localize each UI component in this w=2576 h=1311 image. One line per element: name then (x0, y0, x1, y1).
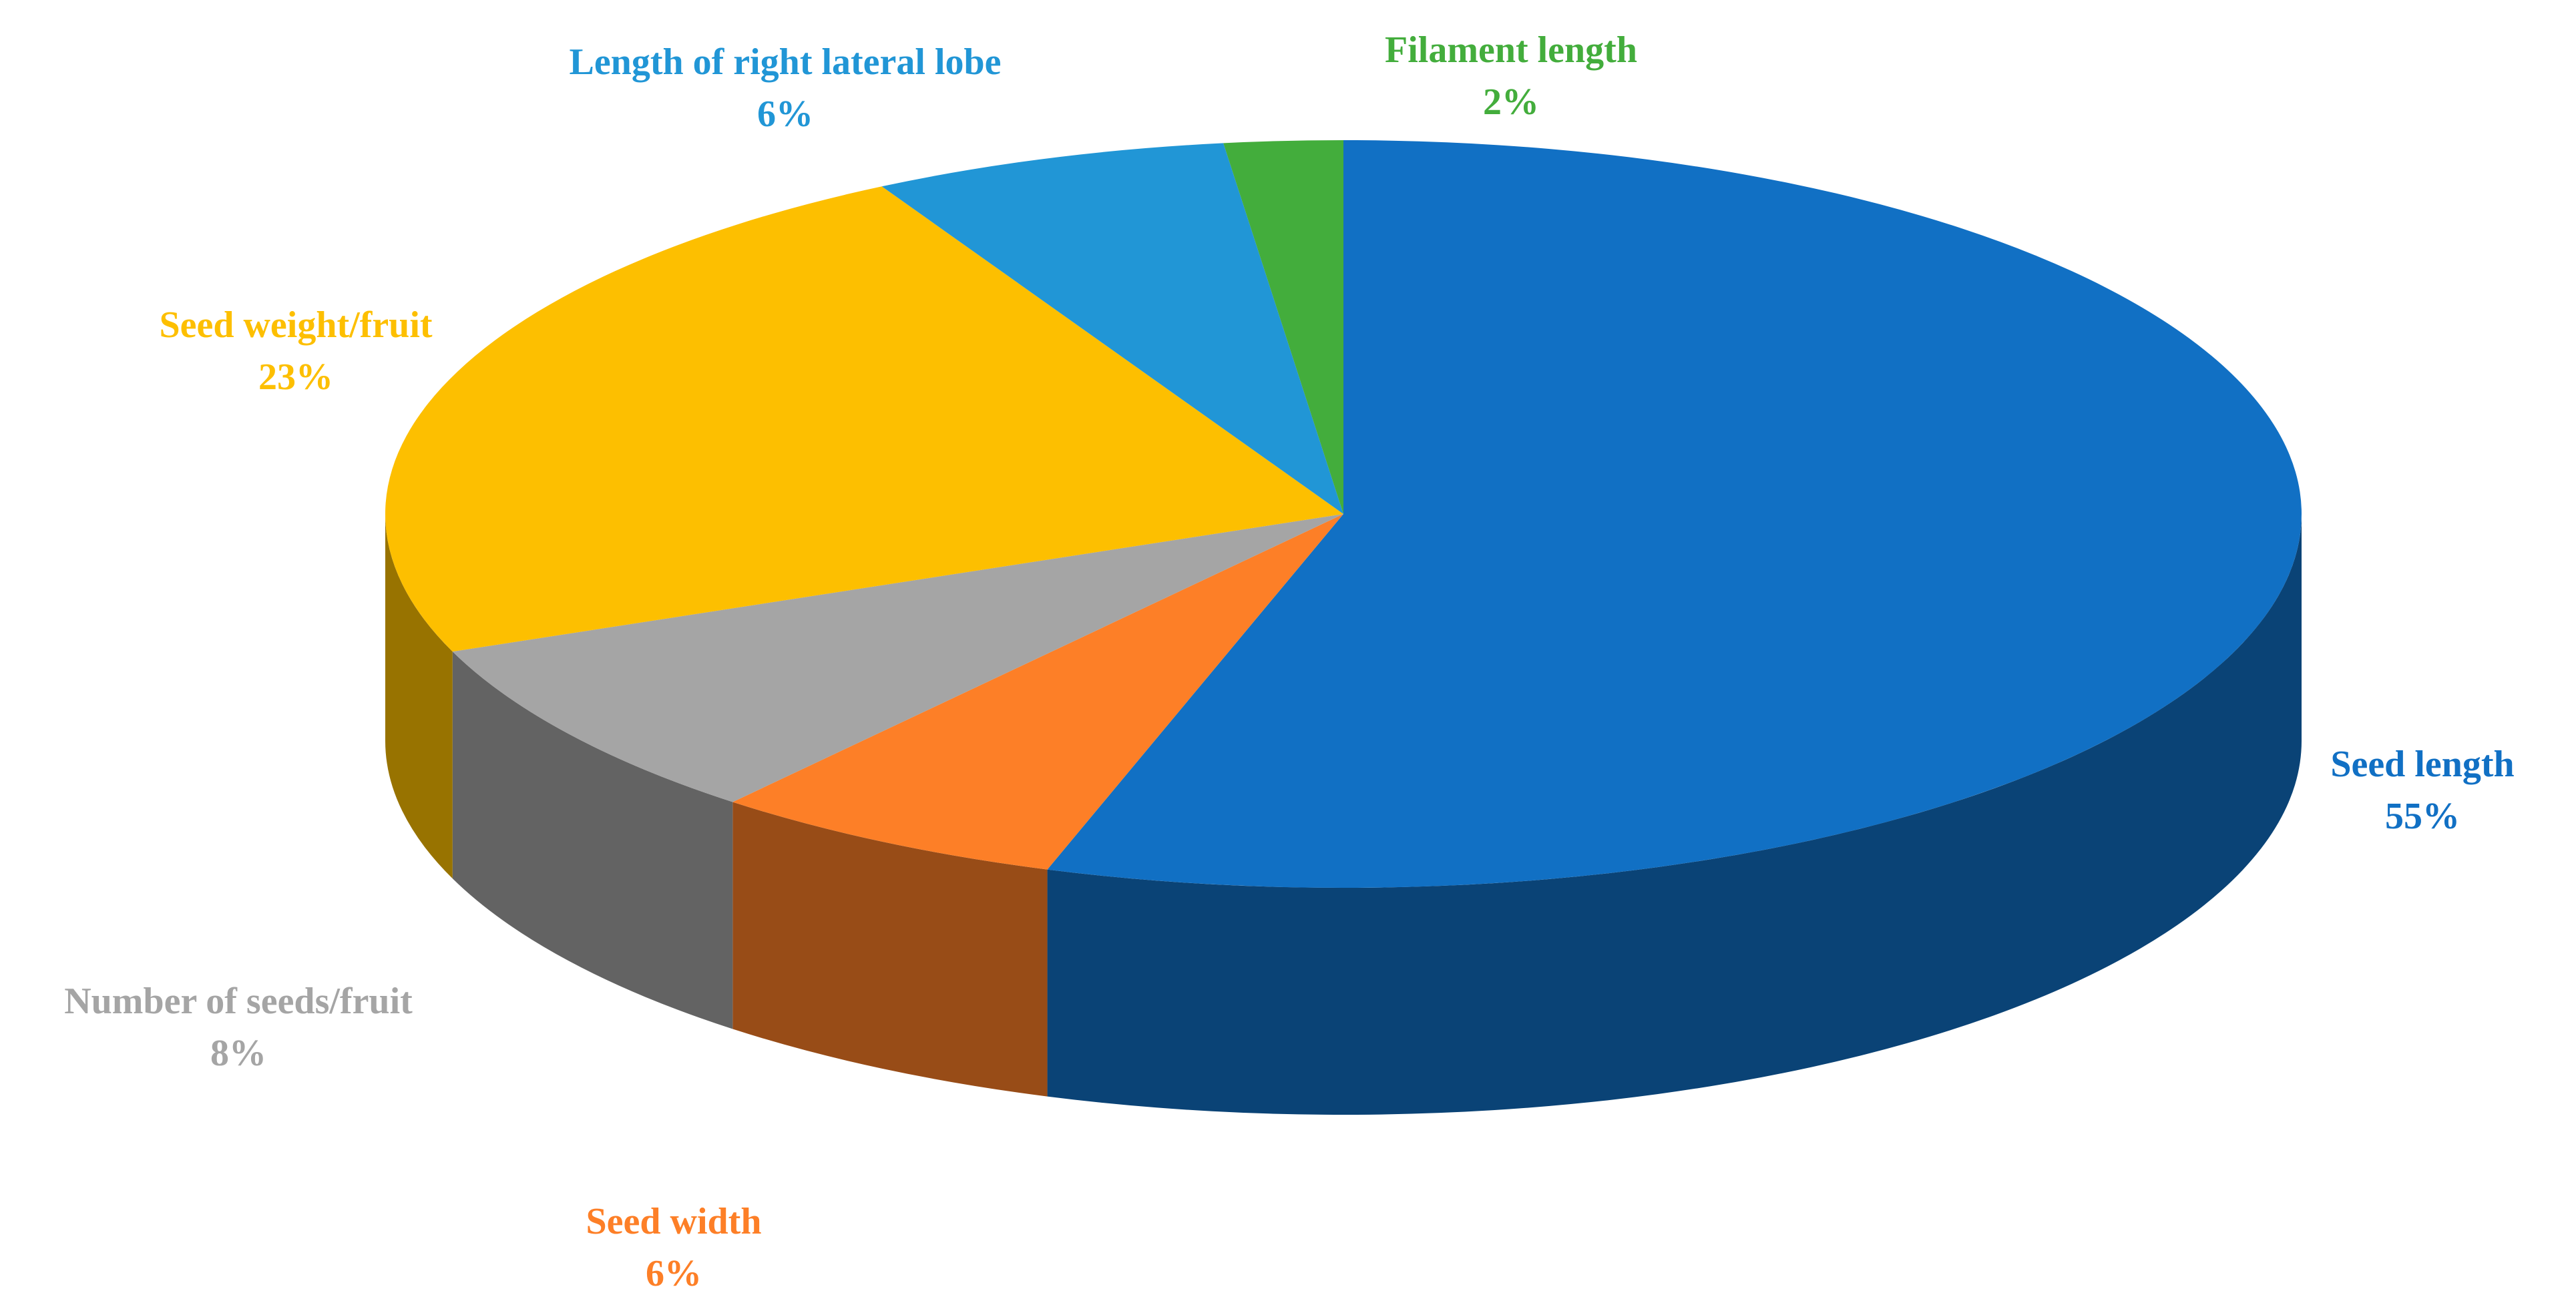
value-label: 6% (757, 93, 813, 135)
value-label: 2% (1483, 81, 1539, 123)
value-label: 23% (258, 356, 333, 398)
slice-label: Length of right lateral lobe (569, 41, 1001, 83)
value-label: 55% (2385, 796, 2460, 837)
slice-side (385, 514, 453, 879)
slice (452, 514, 1343, 802)
slice (1047, 140, 2302, 888)
slice (1223, 140, 1343, 514)
slice-label: Seed length (2330, 744, 2514, 785)
slice-label: Seed weight/fruit (159, 304, 432, 346)
value-label: 6% (646, 1253, 702, 1294)
slice-label: Number of seeds/fruit (64, 981, 413, 1022)
slice-side (732, 802, 1048, 1097)
slice (732, 514, 1343, 870)
slice-side (452, 651, 733, 1029)
slice (385, 186, 1343, 652)
value-label: 8% (210, 1033, 266, 1074)
slice-label: Filament length (1385, 29, 1637, 71)
slice (881, 143, 1343, 514)
slice-side (1047, 514, 2302, 1115)
slice-label: Seed width (586, 1201, 762, 1242)
